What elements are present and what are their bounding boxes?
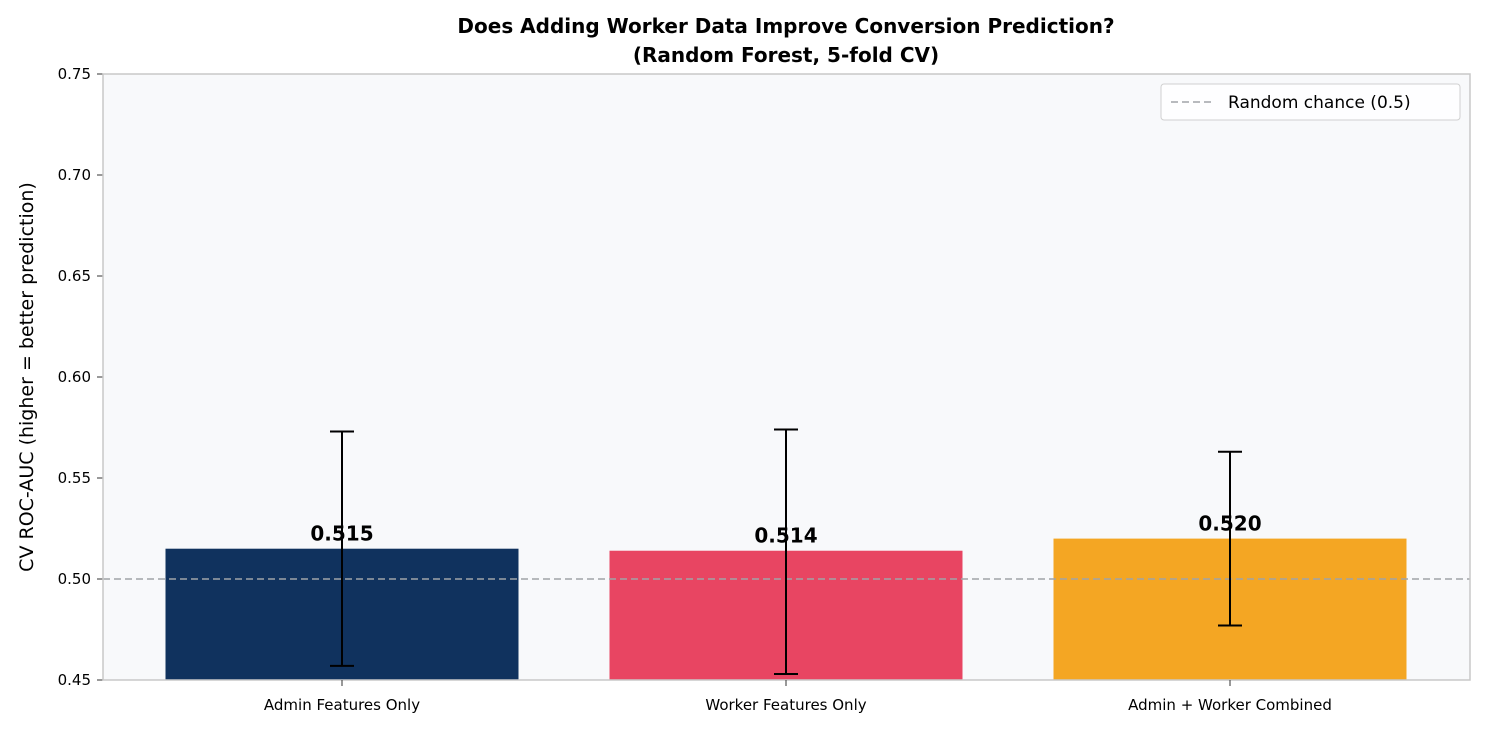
y-tick-label: 0.50 [58, 570, 91, 588]
legend-label: Random chance (0.5) [1228, 93, 1411, 113]
x-tick-label: Admin Features Only [264, 696, 420, 714]
value-label-3: 0.520 [1198, 512, 1261, 536]
y-tick-label: 0.70 [58, 166, 91, 184]
chart-title-line-1: Does Adding Worker Data Improve Conversi… [457, 14, 1114, 38]
y-tick-label: 0.45 [58, 671, 91, 689]
x-tick-label: Worker Features Only [705, 696, 866, 714]
y-tick-label: 0.75 [58, 65, 91, 83]
plot-area: 0.45 0.50 0.55 0.60 0.65 0.70 0.75 0.515 0.514 0.… [58, 65, 1471, 714]
y-tick-label: 0.55 [58, 469, 91, 487]
chart-title-line-2: (Random Forest, 5-fold CV) [633, 43, 939, 67]
x-tick-label: Admin + Worker Combined [1128, 696, 1332, 714]
value-label-2: 0.514 [754, 524, 817, 548]
y-axis-label: CV ROC-AUC (higher = better prediction) [16, 182, 38, 572]
value-label-1: 0.515 [310, 522, 373, 546]
y-tick-label: 0.65 [58, 267, 91, 285]
legend-box [1160, 83, 1461, 121]
y-tick-label: 0.60 [58, 368, 91, 386]
